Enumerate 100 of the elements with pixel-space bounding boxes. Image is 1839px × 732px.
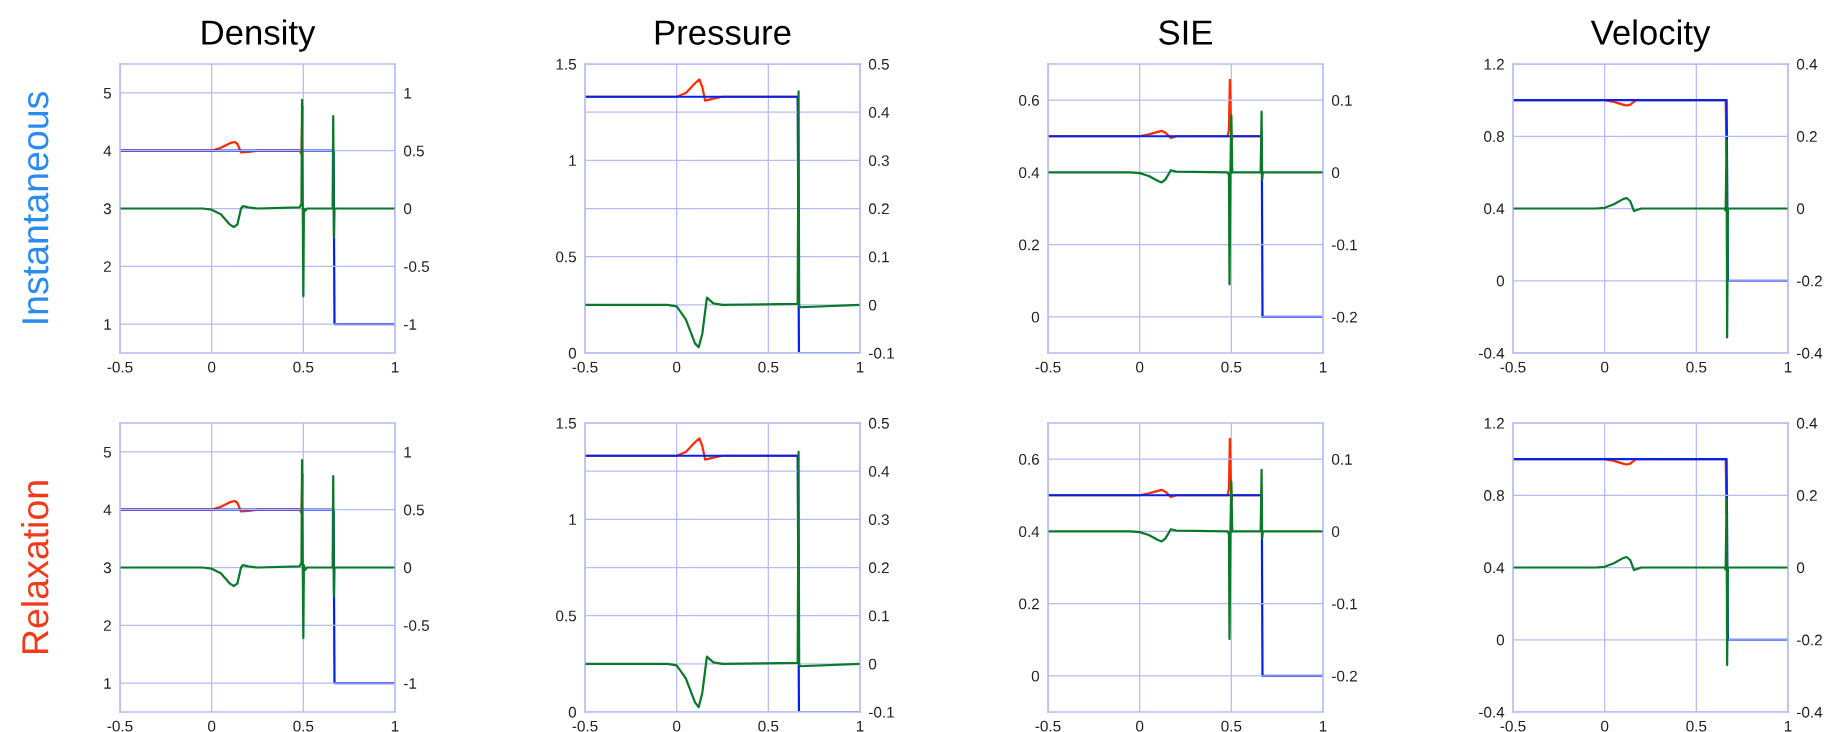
chart-title: Velocity — [1590, 19, 1711, 52]
y-tick-label: 1 — [569, 155, 576, 166]
y-tick-label: 5 — [103, 87, 112, 99]
y-tick-label: 1.2 — [1484, 417, 1504, 429]
y2-tick-label: -0.2 — [1332, 670, 1357, 682]
y-tick-label: 1 — [104, 319, 111, 330]
y2-tick-label: 0.5 — [403, 145, 424, 157]
y2-tick-label: 0 — [1796, 562, 1805, 574]
y2-tick-label: -1 — [404, 319, 417, 330]
y-tick-label: 2 — [103, 261, 111, 272]
y-tick-label: 0.6 — [1019, 453, 1039, 465]
chart-title: SIE — [1159, 20, 1212, 45]
y-axis-title: Instantaneous — [22, 92, 49, 323]
x-tick-label: 0.5 — [758, 720, 779, 732]
x-tick-label: 0 — [208, 361, 216, 373]
y2-tick-label: 0.1 — [1331, 453, 1352, 465]
y-tick-label: 0.8 — [1484, 131, 1504, 142]
x-tick-label: 1 — [391, 720, 399, 732]
x-tick-label: 0.5 — [1686, 361, 1707, 373]
y2-tick-label: 0.3 — [868, 514, 889, 526]
y-tick-label: 1.5 — [556, 59, 577, 70]
y2-tick-label: 0.5 — [868, 417, 889, 429]
x-tick-label: 0 — [1601, 361, 1609, 373]
y2-tick-label: 0.5 — [403, 504, 424, 516]
y-tick-label: 0.4 — [1019, 167, 1040, 179]
y2-tick-label: -0.2 — [1797, 634, 1822, 646]
x-tick-label: 0 — [673, 720, 681, 732]
y2-tick-label: 0.4 — [868, 107, 890, 118]
x-tick-label: -0.5 — [107, 361, 133, 373]
y-tick-label: 4 — [103, 504, 112, 516]
y-tick-label: 1 — [104, 678, 111, 689]
y-tick-label: 0.4 — [1484, 203, 1505, 215]
x-tick-label: -0.5 — [572, 361, 598, 373]
y2-tick-label: 0 — [403, 203, 412, 215]
y-tick-label: -0.4 — [1479, 347, 1505, 359]
x-tick-label: 1 — [1319, 361, 1327, 373]
y-tick-label: 5 — [103, 446, 112, 458]
y2-tick-label: 0.4 — [1796, 417, 1818, 429]
y-tick-label: 0.8 — [1484, 490, 1504, 501]
x-tick-label: -0.5 — [1035, 361, 1061, 373]
x-tick-label: -0.5 — [572, 720, 598, 732]
y-tick-label: 1.5 — [556, 418, 577, 429]
chart-title: Pressure — [655, 20, 791, 45]
y2-tick-label: 0 — [868, 299, 877, 311]
x-tick-label: 0 — [1136, 720, 1144, 732]
y-tick-label: 0.5 — [556, 610, 577, 622]
y2-tick-label: -0.1 — [869, 706, 894, 718]
y2-tick-label: -0.4 — [1797, 706, 1823, 718]
y2-tick-label: 1 — [404, 87, 412, 99]
y-tick-label: 1 — [569, 514, 576, 525]
y2-tick-label: -0.1 — [869, 347, 894, 359]
y-tick-label: 3 — [103, 203, 111, 215]
x-tick-label: 0.5 — [758, 361, 779, 373]
y-tick-label: 0.2 — [1019, 239, 1039, 251]
x-tick-label: -0.5 — [1500, 361, 1526, 373]
y-tick-label: 0 — [568, 706, 577, 718]
y2-tick-label: 0 — [868, 658, 877, 670]
x-tick-label: 1 — [1319, 720, 1327, 732]
x-tick-label: 0 — [1601, 720, 1609, 732]
y2-tick-label: 0.2 — [1796, 131, 1817, 142]
y-tick-label: 4 — [103, 145, 112, 157]
y-tick-label: 0.4 — [1484, 562, 1505, 574]
y-tick-label: -0.4 — [1479, 706, 1505, 718]
y-tick-label: 0 — [1031, 670, 1040, 682]
x-tick-label: 1 — [1784, 361, 1792, 373]
y2-tick-label: 1 — [404, 446, 412, 458]
x-tick-label: 1 — [856, 720, 864, 732]
y2-tick-label: 0.2 — [868, 203, 889, 215]
y2-tick-label: -0.5 — [404, 261, 430, 272]
x-tick-label: 0 — [673, 361, 681, 373]
y2-tick-label: 0.4 — [868, 466, 890, 477]
x-tick-label: 0.5 — [293, 361, 314, 373]
y-tick-label: 0.5 — [556, 251, 577, 263]
y2-tick-label: 0 — [403, 562, 412, 574]
x-tick-label: 0 — [208, 720, 216, 732]
y2-tick-label: -0.1 — [1332, 239, 1357, 251]
y2-tick-label: 0.5 — [868, 58, 889, 70]
y-tick-label: 0.4 — [1019, 526, 1040, 538]
y-tick-label: 0 — [1496, 275, 1505, 287]
y-tick-label: 0.6 — [1019, 94, 1039, 106]
x-tick-label: 0.5 — [1221, 361, 1242, 373]
y2-tick-label: 0 — [1331, 167, 1340, 179]
y2-tick-label: -0.1 — [1332, 598, 1357, 610]
x-tick-label: 0.5 — [293, 720, 314, 732]
y2-tick-label: 0.1 — [868, 251, 889, 263]
y-tick-label: 0 — [1496, 634, 1505, 646]
x-tick-label: 0.5 — [1221, 720, 1242, 732]
y2-tick-label: 0.2 — [1796, 490, 1817, 501]
chart-title: Density — [202, 19, 316, 52]
x-tick-label: 1 — [1784, 720, 1792, 732]
y2-tick-label: 0.1 — [868, 610, 889, 622]
y2-tick-label: -0.2 — [1797, 275, 1822, 287]
x-tick-label: 1 — [856, 361, 864, 373]
x-tick-label: -0.5 — [1500, 720, 1526, 732]
y-tick-label: 2 — [103, 620, 111, 631]
y2-tick-label: -0.2 — [1332, 311, 1357, 323]
x-tick-label: 0 — [1136, 361, 1144, 373]
y-tick-label: 3 — [103, 562, 111, 574]
y2-tick-label: 0.3 — [868, 155, 889, 167]
y2-tick-label: 0.4 — [1796, 58, 1818, 70]
